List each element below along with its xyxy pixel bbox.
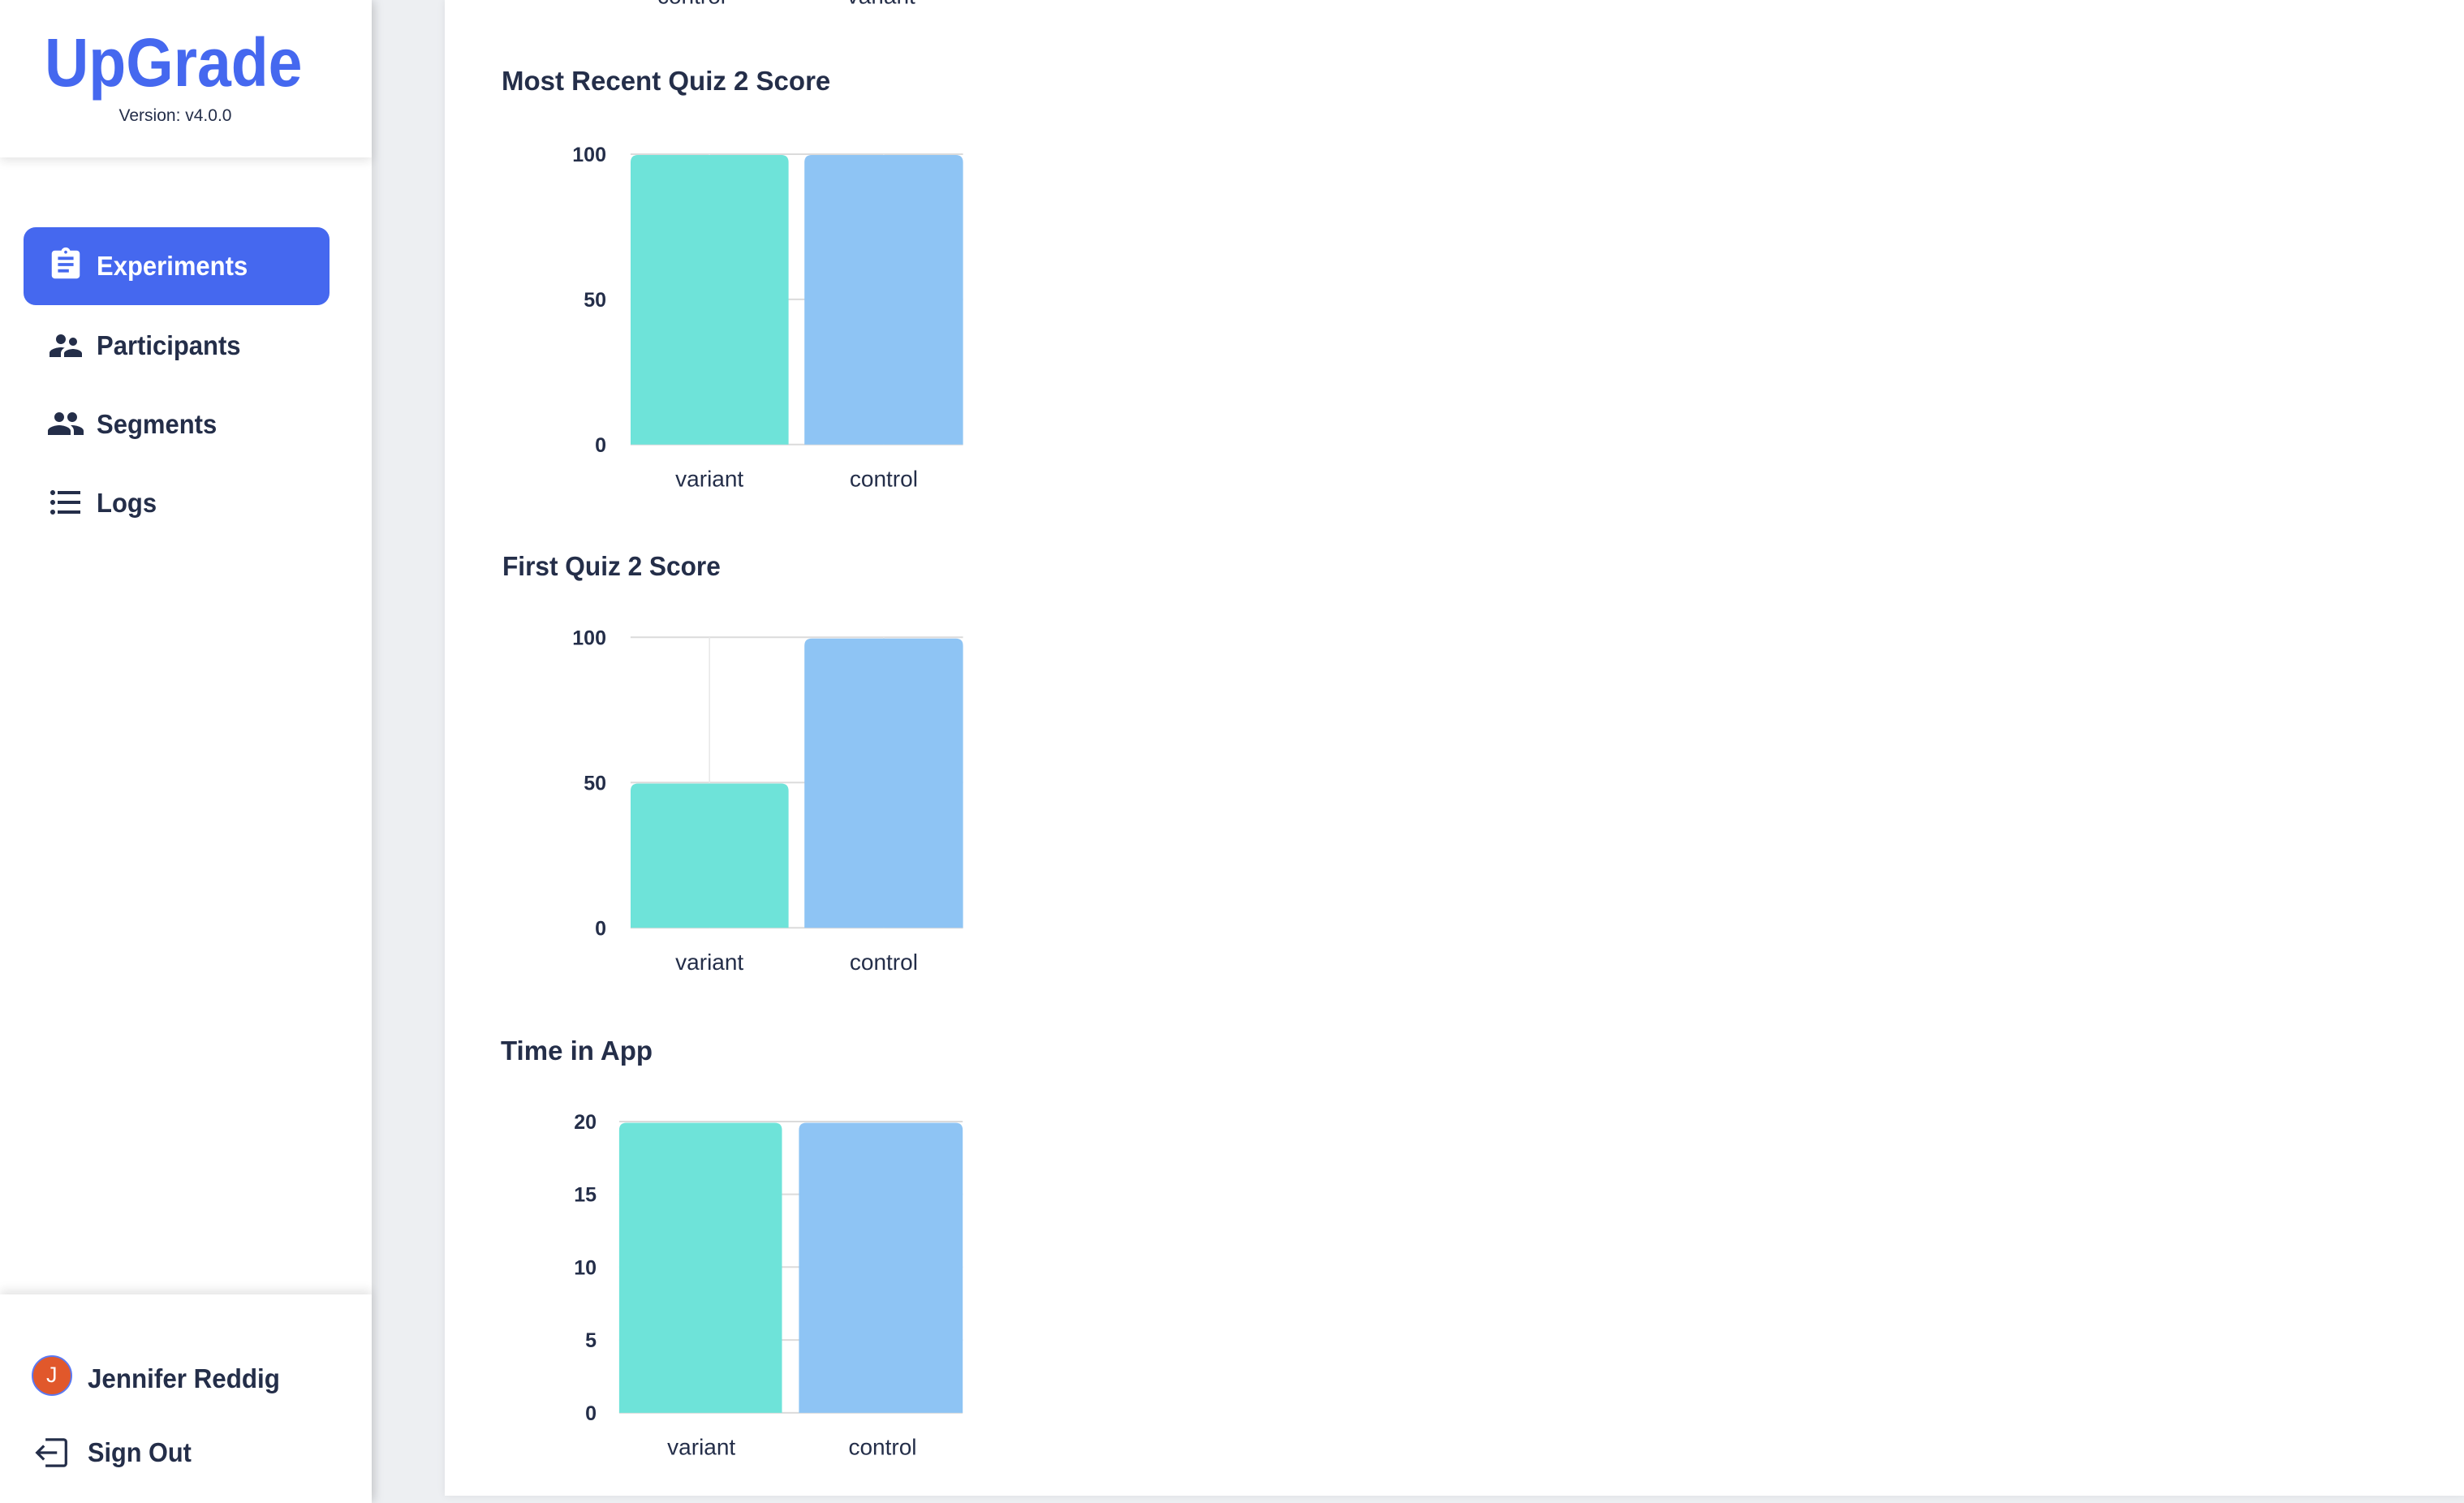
svg-text:15: 15 xyxy=(574,1184,597,1207)
svg-text:0: 0 xyxy=(595,917,606,940)
svg-text:variant: variant xyxy=(675,466,743,491)
svg-text:5: 5 xyxy=(585,1329,597,1352)
svg-text:control: control xyxy=(850,950,918,975)
svg-text:variant: variant xyxy=(847,0,915,9)
svg-text:control: control xyxy=(850,466,918,491)
svg-text:control: control xyxy=(657,0,726,9)
svg-text:100: 100 xyxy=(572,627,606,649)
svg-text:variant: variant xyxy=(675,950,743,975)
svg-text:0: 0 xyxy=(595,434,606,457)
svg-text:100: 100 xyxy=(572,144,606,166)
svg-text:20: 20 xyxy=(574,1111,597,1134)
svg-text:50: 50 xyxy=(584,772,606,795)
svg-text:0: 0 xyxy=(585,1402,597,1425)
svg-text:50: 50 xyxy=(584,289,606,312)
svg-text:control: control xyxy=(848,1434,916,1459)
svg-text:variant: variant xyxy=(667,1434,735,1459)
svg-text:10: 10 xyxy=(574,1256,597,1279)
